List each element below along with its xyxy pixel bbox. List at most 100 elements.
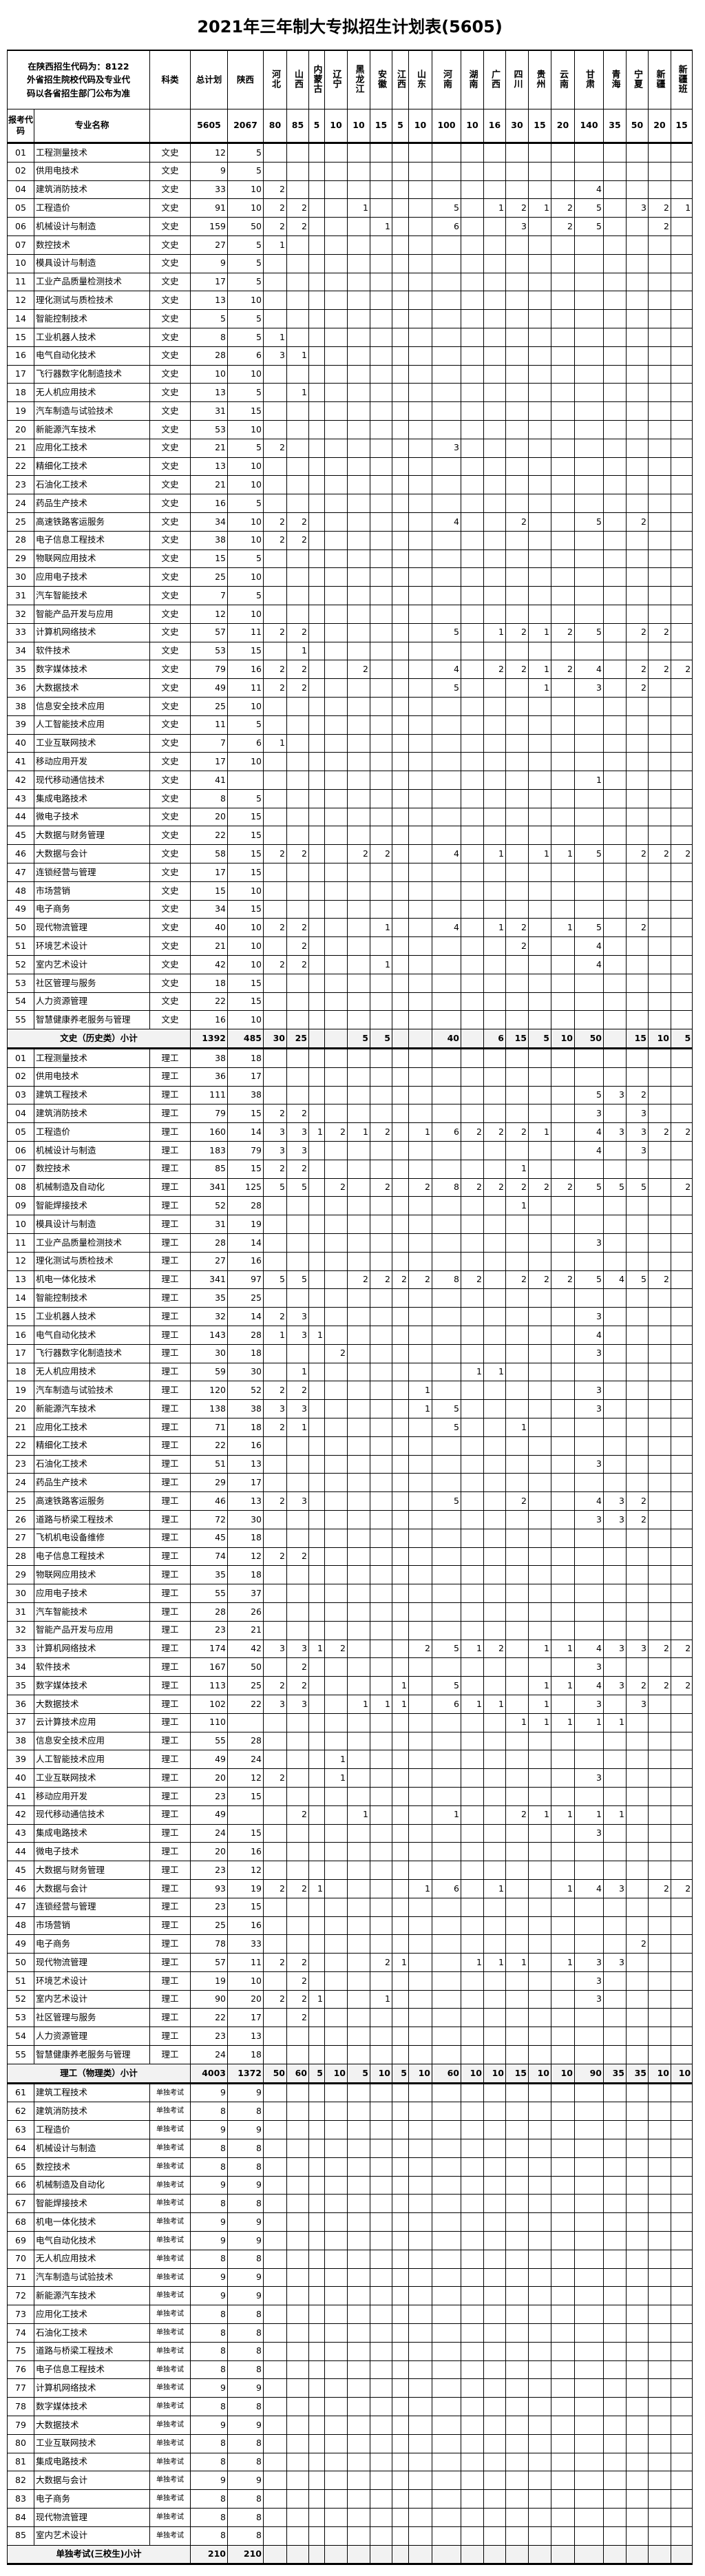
province-plan xyxy=(408,1085,432,1105)
major-code: 79 xyxy=(7,2416,34,2435)
province-plan xyxy=(370,2452,392,2472)
major-code: 11 xyxy=(7,272,34,292)
total-plan: 38 xyxy=(190,530,228,550)
province-plan xyxy=(392,2082,409,2103)
category: 理工 xyxy=(149,1953,191,1972)
province-plan xyxy=(626,1750,649,1770)
province-plan xyxy=(308,2082,325,2103)
province-plan xyxy=(324,844,348,864)
province-plan xyxy=(670,1528,693,1548)
province-plan xyxy=(551,253,575,273)
subtotal-province: 50 xyxy=(263,2063,287,2084)
province-plan xyxy=(392,438,409,458)
province-plan xyxy=(626,2360,649,2380)
province-plan xyxy=(408,494,432,513)
province-plan xyxy=(648,1288,671,1308)
province-plan xyxy=(347,1362,370,1382)
province-plan xyxy=(432,771,461,790)
major-name: 数控技术 xyxy=(34,1159,150,1179)
province-plan xyxy=(528,475,551,495)
province-plan xyxy=(528,1491,551,1511)
province-plan xyxy=(347,899,370,919)
total-plan: 74 xyxy=(190,1547,228,1567)
province-plan xyxy=(408,1010,432,1030)
province-plan xyxy=(432,1620,461,1640)
province-plan xyxy=(574,235,604,255)
table-row: 81 集成电路技术 单独考试 8 8 xyxy=(7,2452,693,2472)
province-plan xyxy=(483,1343,506,1363)
province-plan xyxy=(392,1454,409,1474)
province-plan xyxy=(528,1215,551,1235)
province-plan xyxy=(603,2027,627,2046)
province-plan xyxy=(347,180,370,200)
province-plan xyxy=(263,419,287,439)
total-plan: 143 xyxy=(190,1326,228,1345)
province-plan: 2 xyxy=(324,1639,348,1659)
province-plan xyxy=(670,327,693,347)
major-name: 物联网应用技术 xyxy=(34,549,150,569)
province-plan xyxy=(461,2286,484,2306)
province-plan xyxy=(370,1085,392,1105)
province-plan xyxy=(263,364,287,384)
total-plan: 17 xyxy=(190,863,228,882)
total-plan: 9 xyxy=(190,2268,228,2287)
province-plan xyxy=(324,549,348,569)
province-plan xyxy=(286,2268,309,2287)
total-plan: 38 xyxy=(190,1048,228,1068)
province-total: 140 xyxy=(574,109,604,144)
province-plan xyxy=(308,807,325,827)
major-code: 46 xyxy=(7,844,34,864)
province-plan xyxy=(551,475,575,495)
table-row: 29 物联网应用技术 文史 15 5 xyxy=(7,549,693,569)
province-plan xyxy=(505,2268,529,2287)
province-plan xyxy=(551,1786,575,1806)
table-row: 38 信息安全技术应用 理工 55 28 xyxy=(7,1731,693,1751)
province-plan xyxy=(324,1584,348,1603)
major-name: 飞行器数字化制造技术 xyxy=(34,364,150,384)
province-plan xyxy=(347,2120,370,2140)
major-code: 61 xyxy=(7,2082,34,2103)
province-plan xyxy=(670,2489,693,2509)
province-plan xyxy=(286,881,309,901)
province-plan xyxy=(370,1196,392,1216)
shaanxi-plan: 18 xyxy=(227,1417,264,1437)
province-plan xyxy=(324,2452,348,2472)
province-plan xyxy=(308,346,325,366)
province-plan xyxy=(505,567,529,587)
subtotal-province: 10 xyxy=(551,2063,575,2084)
province-plan: 2 xyxy=(648,660,671,680)
province-plan xyxy=(286,327,309,347)
province-plan: 2 xyxy=(670,1177,693,1197)
province-plan xyxy=(505,2082,529,2103)
province-plan xyxy=(626,2175,649,2195)
province-plan xyxy=(263,1343,287,1363)
province-plan xyxy=(551,346,575,366)
province-plan: 4 xyxy=(432,660,461,680)
province-plan xyxy=(483,604,506,624)
province-plan xyxy=(648,272,671,292)
shaanxi-plan: 14 xyxy=(227,1122,264,1142)
total-plan: 22 xyxy=(190,1436,228,1456)
province-plan xyxy=(263,1657,287,1677)
shaanxi-plan: 17 xyxy=(227,1067,264,1087)
major-name: 社区管理与服务 xyxy=(34,2008,150,2028)
major-code: 54 xyxy=(7,2027,34,2046)
province-plan xyxy=(483,1897,506,1917)
shaanxi-plan: 125 xyxy=(227,1177,264,1197)
province-plan xyxy=(432,1159,461,1179)
category: 理工 xyxy=(149,1159,191,1179)
province-plan xyxy=(505,1067,529,1087)
province-plan xyxy=(483,1288,506,1308)
category: 单独考试 xyxy=(149,2323,191,2343)
province-plan xyxy=(461,2157,484,2177)
province-plan xyxy=(308,936,325,956)
province-plan xyxy=(370,881,392,901)
province-plan xyxy=(432,383,461,403)
province-plan xyxy=(432,973,461,993)
table-row: 39 人工智能技术应用 理工 49 24 1 xyxy=(7,1750,693,1770)
province-plan xyxy=(370,660,392,680)
province-plan xyxy=(308,2175,325,2195)
province-plan xyxy=(392,2249,409,2269)
shaanxi-plan: 15 xyxy=(227,863,264,882)
total-plan: 49 xyxy=(190,1750,228,1770)
